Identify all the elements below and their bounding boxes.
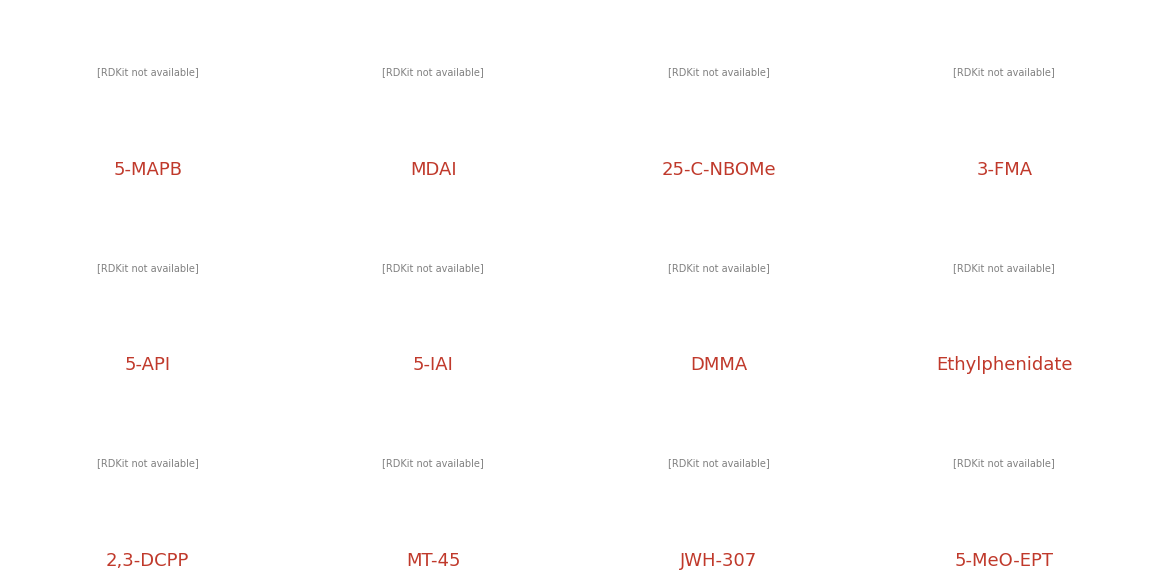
Text: 5-MeO-EPT: 5-MeO-EPT xyxy=(955,552,1054,570)
Text: [RDKit not available]: [RDKit not available] xyxy=(954,263,1055,273)
Text: [RDKit not available]: [RDKit not available] xyxy=(954,458,1055,468)
Text: [RDKit not available]: [RDKit not available] xyxy=(382,263,484,273)
Text: 3-FMA: 3-FMA xyxy=(976,161,1032,179)
Text: [RDKit not available]: [RDKit not available] xyxy=(97,263,198,273)
Text: [RDKit not available]: [RDKit not available] xyxy=(97,67,198,77)
Text: DMMA: DMMA xyxy=(690,356,748,374)
Text: [RDKit not available]: [RDKit not available] xyxy=(954,67,1055,77)
Text: 2,3-DCPP: 2,3-DCPP xyxy=(106,552,189,570)
Text: [RDKit not available]: [RDKit not available] xyxy=(668,458,770,468)
Text: [RDKit not available]: [RDKit not available] xyxy=(668,67,770,77)
Text: 5-IAI: 5-IAI xyxy=(412,356,454,374)
Text: MDAI: MDAI xyxy=(410,161,456,179)
Text: [RDKit not available]: [RDKit not available] xyxy=(668,263,770,273)
Text: 5-API: 5-API xyxy=(124,356,170,374)
Text: 5-MAPB: 5-MAPB xyxy=(113,161,182,179)
Text: JWH-307: JWH-307 xyxy=(680,552,757,570)
Text: [RDKit not available]: [RDKit not available] xyxy=(382,458,484,468)
Text: MT-45: MT-45 xyxy=(406,552,461,570)
Text: Ethylphenidate: Ethylphenidate xyxy=(937,356,1073,374)
Text: [RDKit not available]: [RDKit not available] xyxy=(97,458,198,468)
Text: [RDKit not available]: [RDKit not available] xyxy=(382,67,484,77)
Text: 25-C-NBOMe: 25-C-NBOMe xyxy=(661,161,776,179)
